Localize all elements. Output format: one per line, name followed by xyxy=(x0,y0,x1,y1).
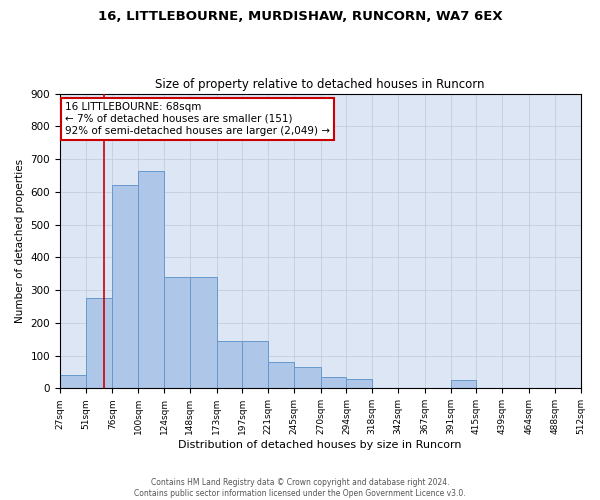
Text: 16, LITTLEBOURNE, MURDISHAW, RUNCORN, WA7 6EX: 16, LITTLEBOURNE, MURDISHAW, RUNCORN, WA… xyxy=(98,10,502,23)
X-axis label: Distribution of detached houses by size in Runcorn: Distribution of detached houses by size … xyxy=(178,440,462,450)
Bar xyxy=(112,186,138,388)
Text: 16 LITTLEBOURNE: 68sqm
← 7% of detached houses are smaller (151)
92% of semi-det: 16 LITTLEBOURNE: 68sqm ← 7% of detached … xyxy=(65,102,330,136)
Title: Size of property relative to detached houses in Runcorn: Size of property relative to detached ho… xyxy=(155,78,485,91)
Bar xyxy=(242,341,268,388)
Bar xyxy=(164,277,190,388)
Bar xyxy=(190,277,217,388)
Bar xyxy=(138,170,164,388)
Bar xyxy=(346,378,372,388)
Y-axis label: Number of detached properties: Number of detached properties xyxy=(15,159,25,323)
Bar xyxy=(294,367,321,388)
Text: Contains HM Land Registry data © Crown copyright and database right 2024.
Contai: Contains HM Land Registry data © Crown c… xyxy=(134,478,466,498)
Bar xyxy=(60,375,86,388)
Bar xyxy=(217,341,242,388)
Bar xyxy=(86,298,112,388)
Bar xyxy=(321,377,346,388)
Bar xyxy=(451,380,476,388)
Bar xyxy=(268,362,294,388)
